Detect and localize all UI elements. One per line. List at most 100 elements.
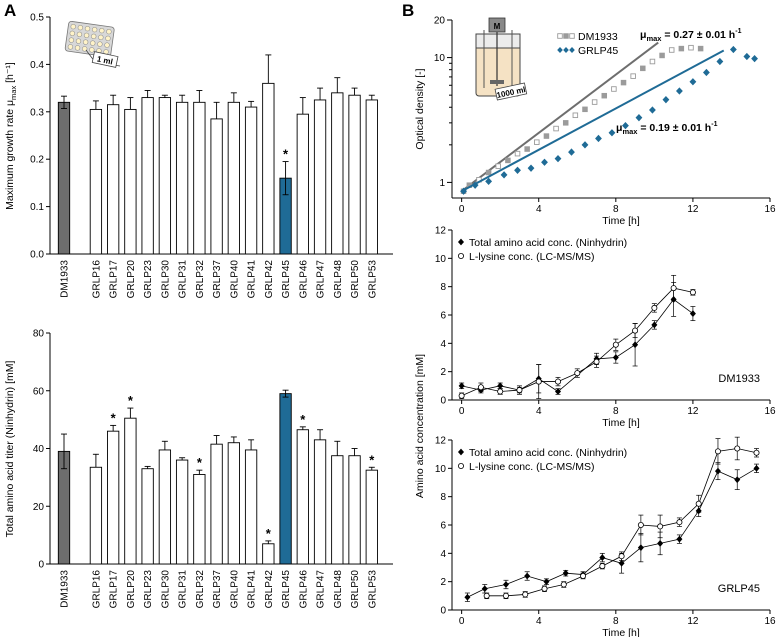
lysine-point [599,563,606,570]
bar-grlp41 [244,106,258,255]
lysine-point [483,592,490,599]
x-tick-label: 12 [687,204,699,215]
bar-grlp45 [279,393,292,565]
bar-grlp47 [313,99,327,255]
x-tick-label: 0 [459,204,465,215]
x-tick-label: GRLP23 [143,570,154,609]
microplate-well [67,44,74,50]
y-axis-title: Optical density [-] [414,68,426,149]
od-point-grlp45 [729,45,737,54]
y-tick-label: 12 [435,226,447,237]
x-tick-label: GRLP37 [212,260,223,299]
lysine-point [734,445,741,452]
lysine-point [458,392,465,399]
bar-grlp40 [227,442,240,565]
y-tick-label: 1 [439,178,445,189]
y-tick-label: 20 [33,502,45,513]
x-tick-label: GRLP30 [160,570,171,609]
x-tick-label: GRLP37 [212,570,223,609]
bar-grlp32 [193,474,206,565]
x-tick-label: 8 [613,204,619,215]
x-tick-label: GRLP40 [229,260,240,299]
bar-grlp17 [107,104,120,255]
microplate-well [82,46,88,52]
bar-grlp50 [348,94,361,255]
legend-label-dm1933: DM1933 [578,31,618,43]
bar-grlp20 [124,108,137,255]
x-tick-label: 16 [764,616,776,627]
y-tick-label: 4 [440,549,446,560]
y-tick-label: 0.1 [30,202,44,213]
od-point-dm1933 [553,125,559,132]
y-tick-label: 10 [434,53,446,64]
y-tick-label: 10 [435,254,447,265]
microplate-well [91,33,97,40]
y-tick-label: 0.5 [30,13,44,24]
ninhydrin-point [714,467,721,475]
ninhydrin-line [461,298,694,392]
microplate-well [98,34,104,41]
significance-star: * [111,410,117,425]
od-point-dm1933 [659,52,665,59]
ninhydrin-point [481,585,488,593]
mu-annotation-grlp45: μmax = 0.19 ± 0.01 h-1 [616,121,718,136]
legend-marker [563,47,569,53]
od-point-grlp45 [662,96,670,104]
x-tick-label: GRLP31 [178,260,189,299]
od-point-dm1933 [495,163,502,169]
fit-line-dm1933 [461,41,659,193]
od-point-grlp45 [500,171,508,179]
microplate-well [82,39,89,45]
od-point-grlp45 [622,121,629,130]
od-point-grlp45 [751,55,758,63]
lysine-point [555,378,562,385]
od-point-dm1933 [688,44,694,51]
y-axis-title: Maximum growth rate μmax [h⁻¹] [4,62,18,210]
panel-letter-a: A [4,1,16,20]
lysine-point [618,553,625,560]
od-point-grlp45 [581,141,589,149]
y-tick-label: 8 [440,492,446,503]
x-tick-label: GRLP31 [178,570,189,609]
bar-grlp16 [89,466,103,565]
od-point-dm1933 [524,146,530,152]
x-tick-label: 16 [764,406,776,417]
microplate-well [106,29,112,35]
lysine-point [535,378,542,385]
bioreactor-inset: M 1000 ml [475,17,528,101]
ninhydrin-line [467,467,757,598]
x-tick-label: GRLP50 [350,570,361,609]
y-tick-label: 0 [38,560,44,571]
significance-star: * [266,526,272,541]
legend-marker [557,47,563,53]
x-tick-label: GRLP48 [333,260,344,299]
x-tick-label: GRLP41 [247,260,258,299]
lysine-point [714,448,721,455]
od-point-grlp45 [595,134,602,143]
microplate-well [74,45,81,51]
ninhydrin-point [657,540,664,547]
legend-label-ninhydrin: Total amino acid conc. (Ninhydrin) [469,237,627,249]
legend-marker [557,33,563,39]
microplate-well [84,26,91,32]
od-point-dm1933 [534,139,540,145]
ninhydrin-point [618,559,625,567]
y-tick-label: 6 [440,311,446,322]
y-tick-label: 6 [440,521,446,532]
lysine-point [612,341,619,348]
reactor-motor-label: M [494,22,501,31]
strain-label: DM1933 [718,373,760,385]
microplate-well [97,41,103,47]
od-point-dm1933 [591,99,598,105]
legend-label-grlp45: GRLP45 [578,45,618,57]
x-axis-title: Time [h] [602,215,640,227]
od-point-dm1933 [601,92,608,99]
bar-grlp23 [141,468,154,565]
x-tick-label: GRLP45 [281,260,292,299]
amino-acid-grlp45-chart: 0 4 8 12 16 0 2 4 6 8 10 12 Time [h] GRLP45 Total amin… [435,436,776,637]
microplate-well [76,31,83,38]
reactor-label-box [494,82,528,101]
x-tick-label: GRLP16 [91,570,102,609]
y-tick-label: 0.4 [30,60,44,71]
ninhydrin-point [637,544,644,552]
